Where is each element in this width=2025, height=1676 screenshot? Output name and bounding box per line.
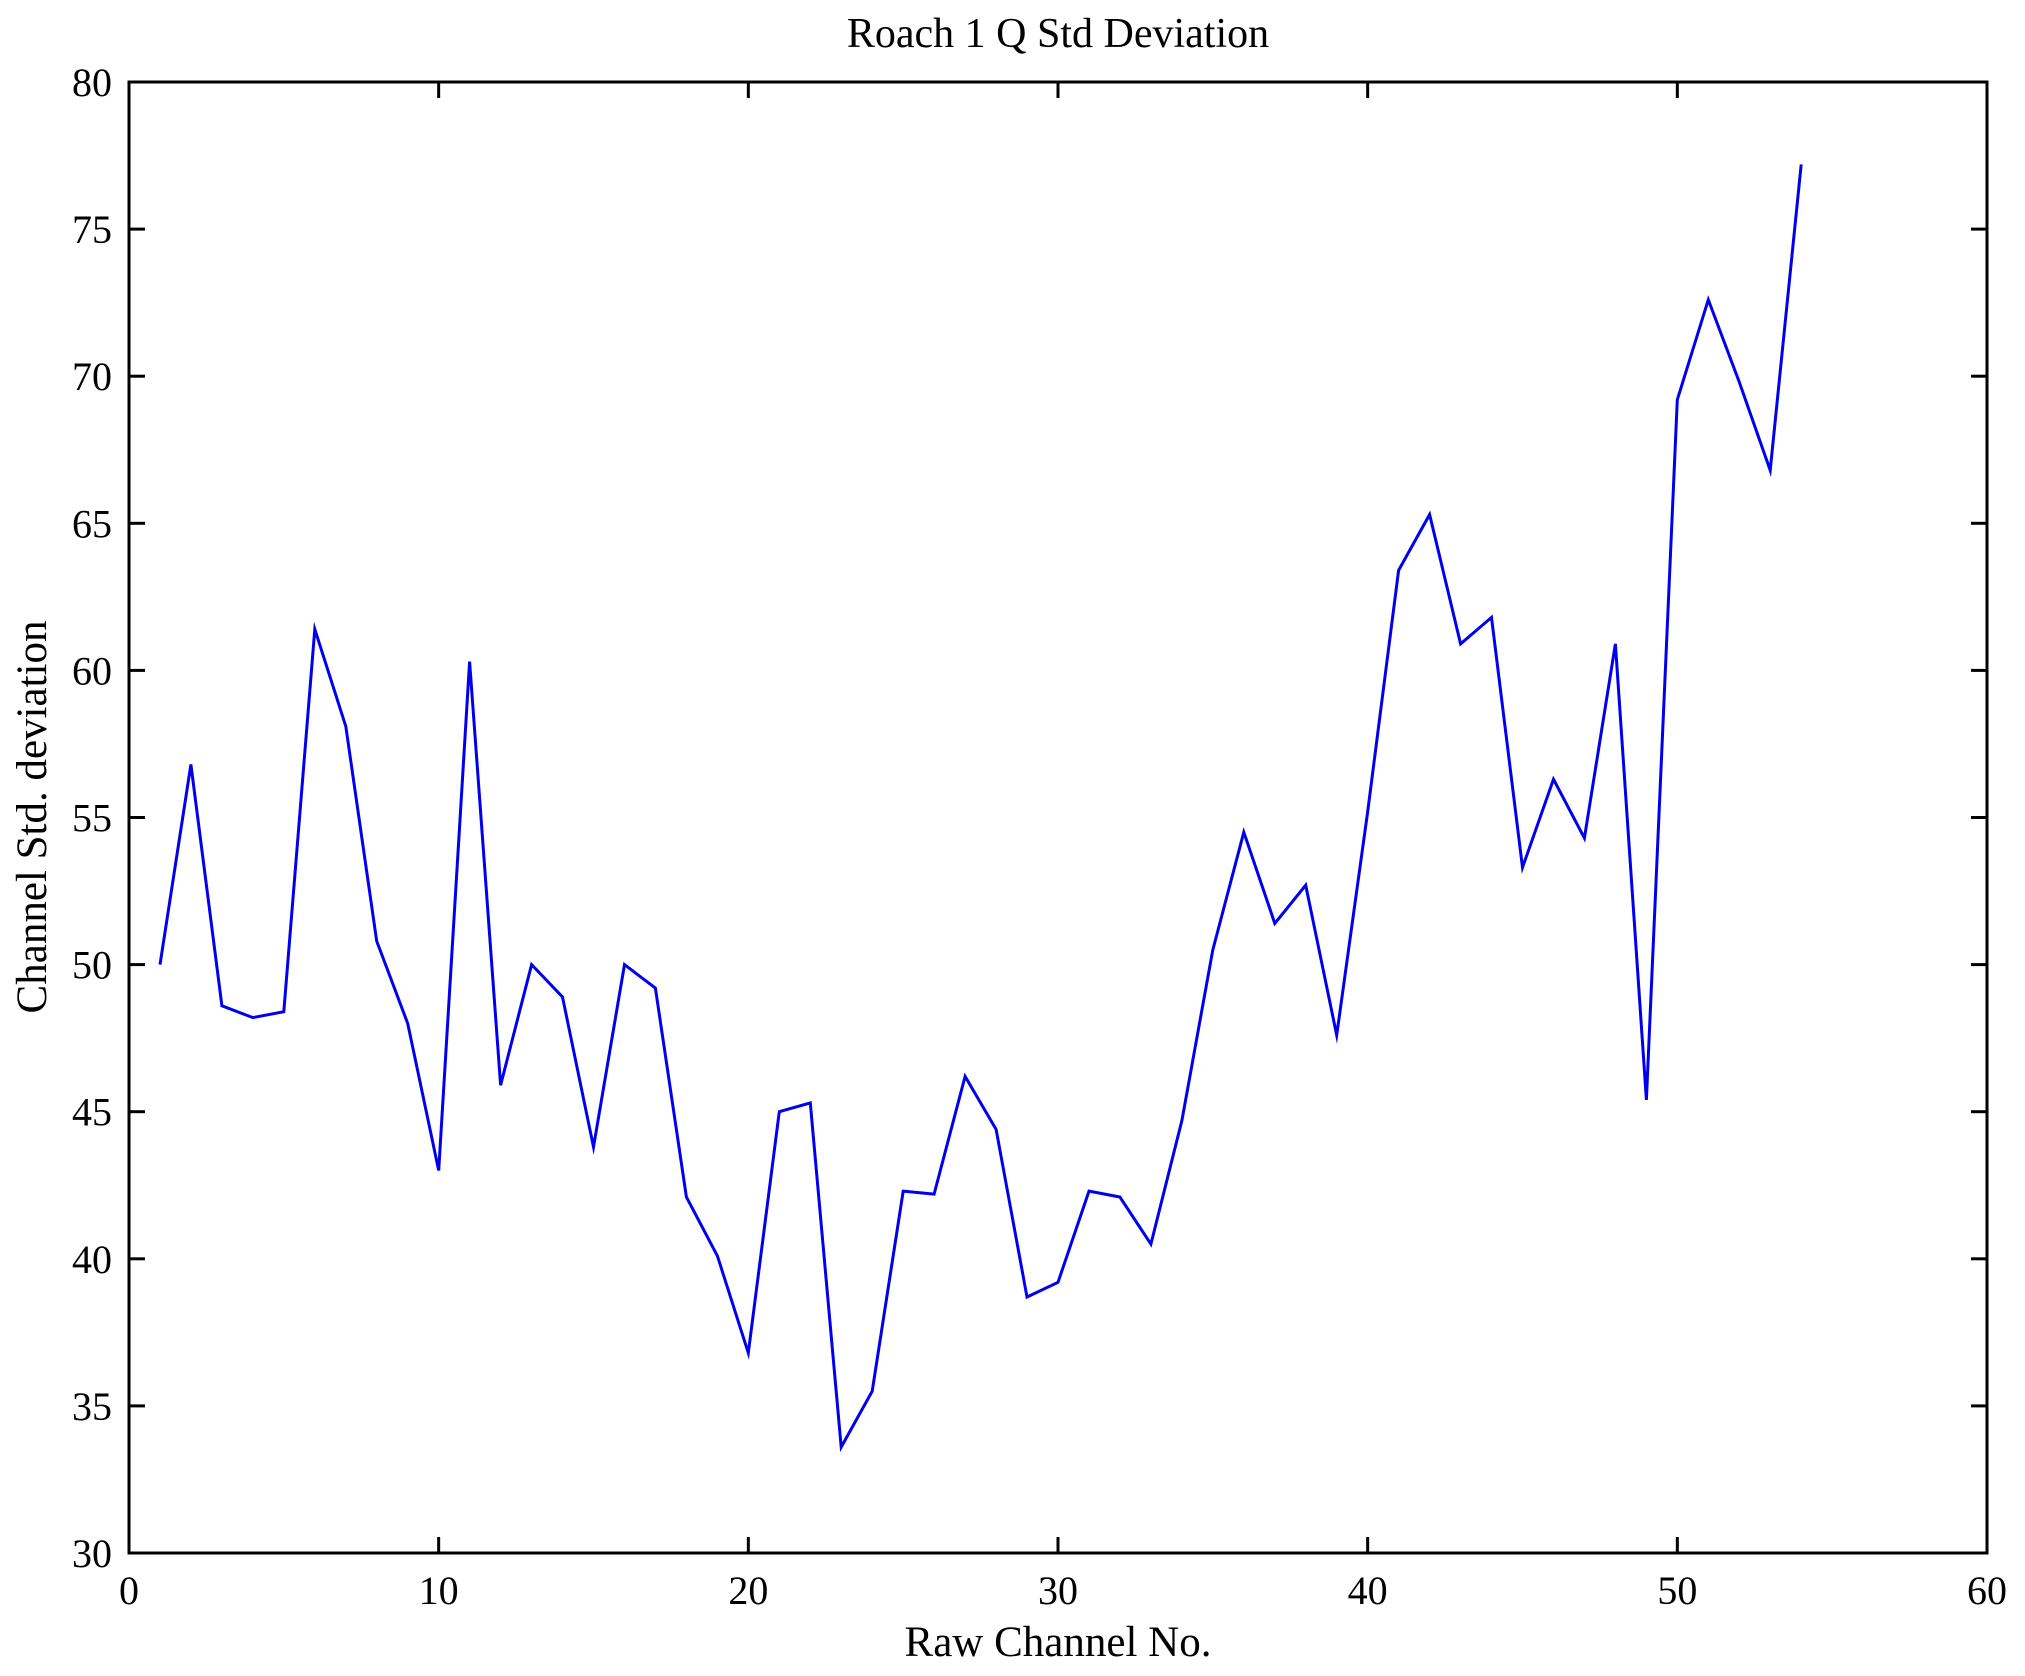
x-axis-label: Raw Channel No. — [905, 1619, 1212, 1666]
y-tick-label: 40 — [72, 1237, 112, 1282]
y-axis-label: Channel Std. deviation — [9, 621, 56, 1014]
y-tick-label: 50 — [72, 943, 112, 988]
y-tick-label: 70 — [72, 354, 112, 399]
x-tick-label: 0 — [119, 1568, 139, 1613]
chart-title: Roach 1 Q Std Deviation — [847, 11, 1269, 57]
y-tick-label: 55 — [72, 796, 112, 841]
x-tick-label: 40 — [1348, 1568, 1388, 1613]
x-tick-label: 50 — [1657, 1568, 1697, 1613]
y-tick-label: 65 — [72, 501, 112, 546]
x-tick-label: 20 — [728, 1568, 768, 1613]
y-tick-label: 35 — [72, 1384, 112, 1429]
y-tick-label: 45 — [72, 1090, 112, 1135]
data-line — [158, 164, 1803, 1453]
y-tick-label: 30 — [72, 1531, 112, 1576]
x-tick-label: 10 — [419, 1568, 459, 1613]
y-tick-label: 75 — [72, 207, 112, 252]
y-tick-label: 80 — [72, 60, 112, 105]
x-tick-label: 30 — [1038, 1568, 1078, 1613]
x-tick-label: 60 — [1967, 1568, 2007, 1613]
y-tick-label: 60 — [72, 648, 112, 693]
